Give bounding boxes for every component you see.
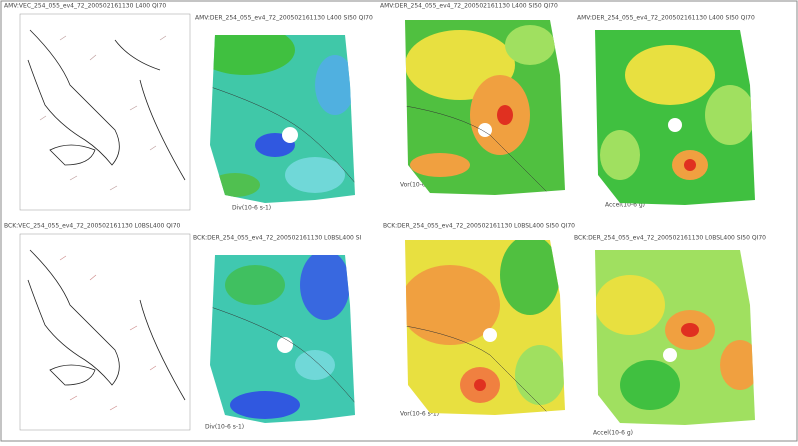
panel-title: AMV:VEC_254_055_ev4_72_200502161130 L400…: [4, 3, 166, 10]
panel-title: BCK:DER_254_055_ev4_72_200502161130 L0BS…: [383, 223, 575, 230]
accel-map: [595, 250, 755, 425]
panel-title: AMV:DER_254_055_ev4_72_200502161130 L400…: [380, 3, 558, 10]
panel-caption: Vor(10-6 s-1): [400, 411, 439, 418]
vector-map: [19, 233, 191, 431]
panel-title: BCK:DER_254_055_ev4_72_200502161130 L0BS…: [574, 235, 766, 242]
panel-title: BCK:VEC_254_055_ev4_72_200502161130 L0BS…: [4, 223, 181, 230]
panel-title: AMV:DER_254_055_ev4_72_200502161130 L400…: [195, 15, 373, 22]
vor-map: [405, 240, 565, 415]
panel-caption: Vor(10-6 s-1): [400, 182, 439, 189]
div-map: [210, 35, 355, 203]
vor-map: [405, 20, 565, 195]
panel-caption: Div(10-6 s-1): [232, 205, 271, 212]
accel-map: [595, 30, 755, 205]
panel-caption: Div(10-6 s-1): [205, 424, 244, 431]
div-map: [210, 255, 355, 423]
panel-title: AMV:DER_254_055_ev4_72_200502161130 L400…: [577, 15, 755, 22]
vector-map: [19, 13, 191, 211]
panel-caption: Accel(10-6 g): [605, 202, 645, 209]
panel-caption: Accel(10-6 g): [593, 430, 633, 437]
panel-title: BCK:DER_254_055_ev4_72_200502161130 L0BS…: [193, 235, 362, 242]
